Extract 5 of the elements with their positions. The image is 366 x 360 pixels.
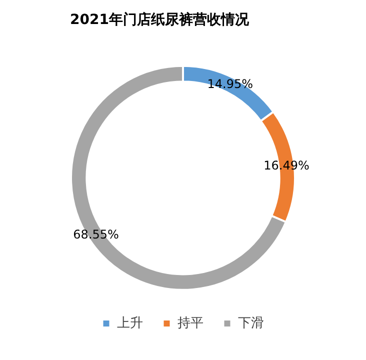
chart-title: 2021年门店纸尿裤营收情况 <box>70 11 250 28</box>
data-label: 68.55% <box>73 227 119 242</box>
legend-label: 下滑 <box>238 316 264 331</box>
legend-label: 上升 <box>116 316 143 331</box>
legend-label: 持平 <box>177 316 204 331</box>
